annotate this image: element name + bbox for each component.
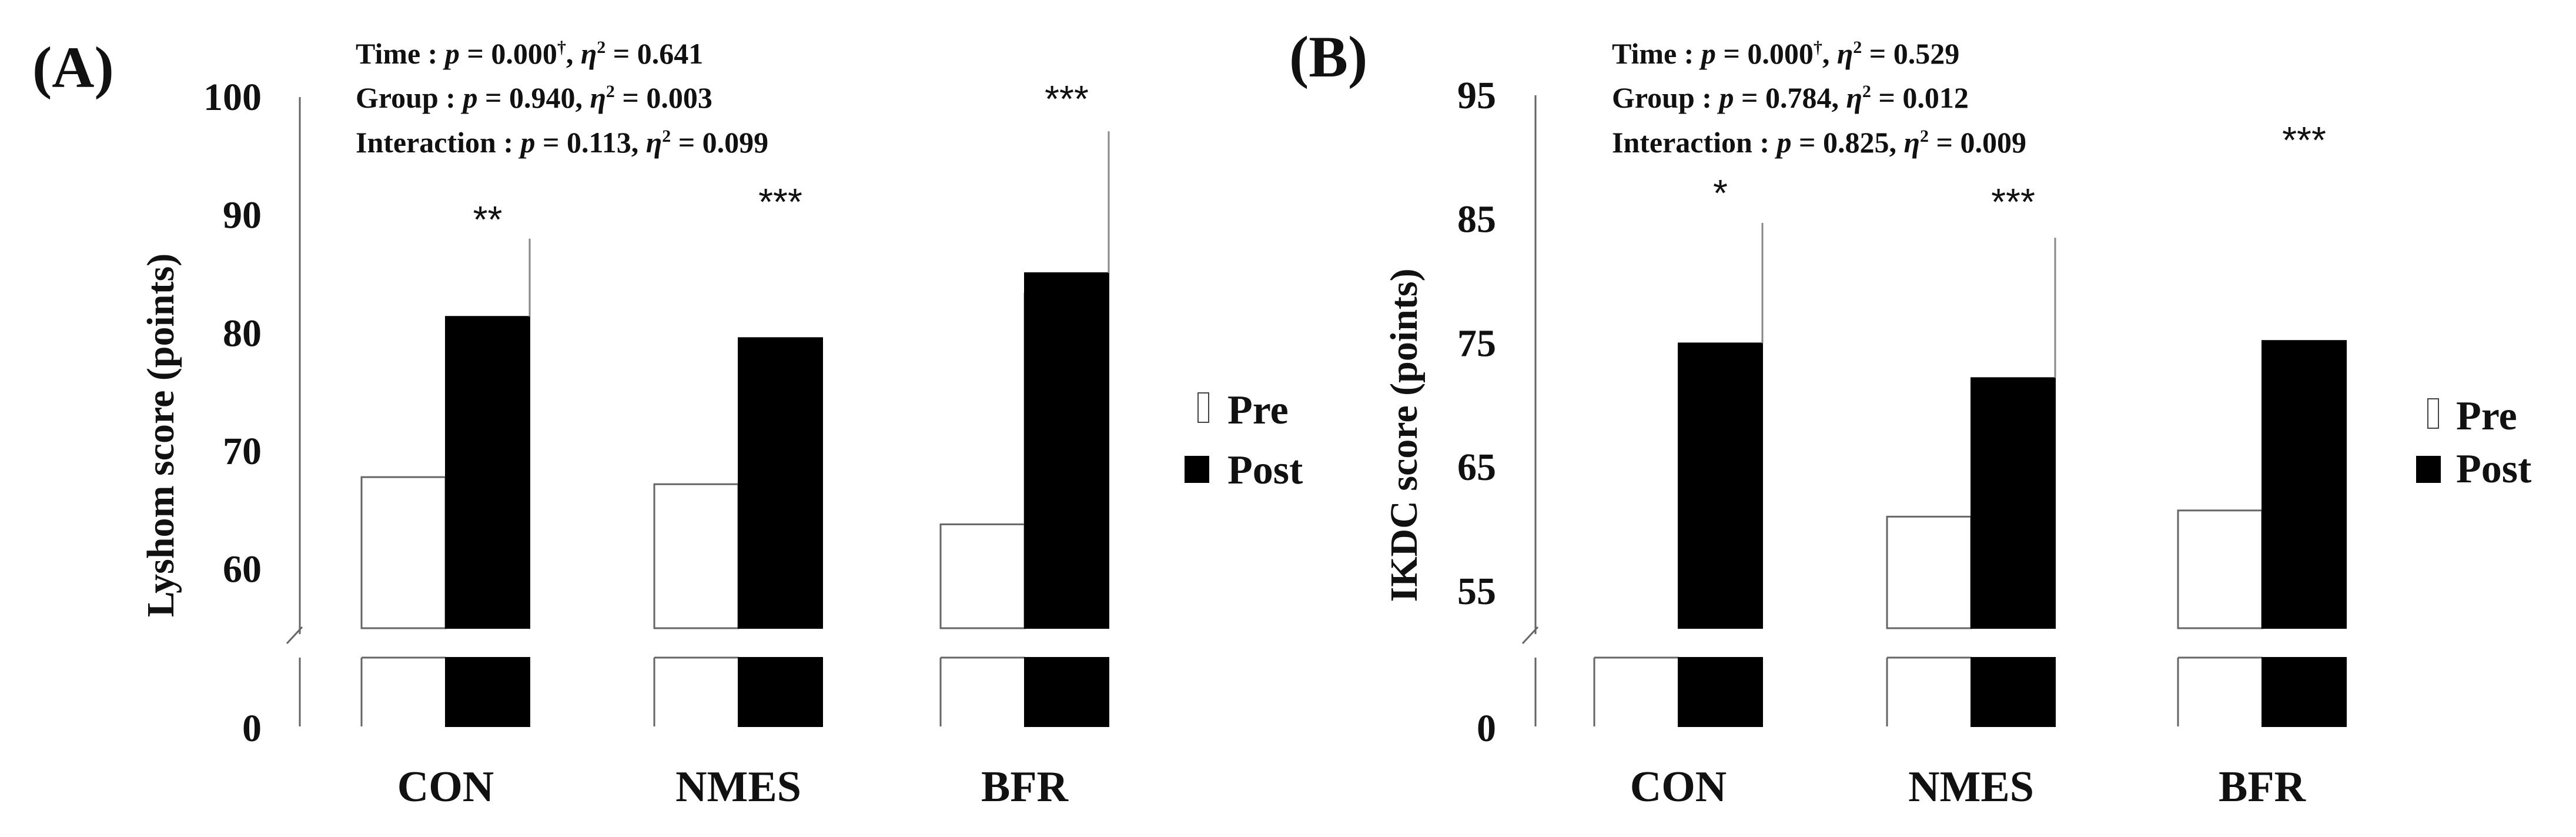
- panel-a: (A) Time : p = 0.000†, η2 = 0.641 Group …: [32, 26, 1303, 811]
- legend-pre-label: Pre: [1227, 388, 1289, 433]
- panel-a-categories: CON NMES BFR: [397, 763, 1069, 811]
- significance-mark: *: [1713, 172, 1728, 214]
- y-tick-label: 75: [1457, 322, 1496, 365]
- panel-a-stat-group: Group : p = 0.940, η2 = 0.003: [356, 71, 712, 114]
- bar-pre: [360, 476, 447, 629]
- legend-post-label: Post: [1227, 448, 1303, 493]
- y-tick-label: 95: [1457, 74, 1496, 117]
- panel-b: (B) Time : p = 0.000†, η2 = 0.529 Group …: [1289, 24, 2531, 811]
- panel-a-legend: Pre Post: [1185, 388, 1303, 493]
- bar-post-lower: [1678, 657, 1763, 727]
- bar-pre: [2177, 509, 2263, 629]
- y-tick-label: 0: [1477, 707, 1496, 750]
- bar-post-lower: [1024, 657, 1109, 727]
- legend-pre-swatch: [1197, 392, 1209, 423]
- bar-post: [1024, 272, 1109, 629]
- legend-post-swatch: [2416, 456, 2441, 483]
- panel-b-stat-interaction: Interaction : p = 0.825, η2 = 0.009: [1612, 115, 2026, 159]
- y-tick-label: 90: [223, 194, 262, 237]
- significance-mark: ***: [1991, 181, 2035, 223]
- category-label: CON: [1630, 763, 1727, 811]
- bar-post: [1678, 342, 1763, 629]
- panel-a-label: (A): [32, 35, 114, 100]
- category-label: BFR: [981, 763, 1069, 811]
- panel-b-stat-time: Time : p = 0.000†, η2 = 0.529: [1612, 26, 1959, 70]
- panel-b-y-ticks: 0 55 65 75 85 95: [1457, 74, 1539, 750]
- panel-b-label: (B): [1289, 24, 1367, 89]
- legend-post-label: Post: [2456, 446, 2531, 492]
- y-tick-label: 100: [203, 76, 262, 119]
- bar-pre: [939, 523, 1026, 629]
- bar-pre: [1886, 515, 1972, 629]
- panel-a-stat-interaction: Interaction : p = 0.113, η2 = 0.099: [356, 115, 768, 159]
- bar-post-lower: [1971, 657, 2056, 727]
- bar-post-lower: [445, 657, 530, 727]
- significance-mark: ***: [2282, 119, 2326, 161]
- panel-a-bars: [360, 131, 1110, 727]
- panel-b-significance: * ******: [1713, 119, 2326, 223]
- significance-mark: ***: [758, 181, 802, 223]
- legend-pre-swatch: [2427, 398, 2439, 429]
- panel-a-y-ticks: 0 60 70 80 90 100: [203, 76, 303, 750]
- bar-post: [2261, 340, 2347, 629]
- category-label: BFR: [2219, 763, 2307, 811]
- significance-mark: ***: [1045, 78, 1089, 120]
- category-label: CON: [397, 763, 494, 811]
- legend-pre-label: Pre: [2456, 394, 2517, 439]
- y-tick-label: 70: [223, 430, 262, 473]
- bar-post: [738, 337, 823, 629]
- category-label: NMES: [675, 763, 801, 811]
- y-tick-label: 60: [223, 548, 262, 591]
- axis-break-mark: [286, 626, 303, 645]
- panel-a-stat-time: Time : p = 0.000†, η2 = 0.641: [356, 26, 703, 70]
- panel-a-significance: ** ******: [473, 78, 1089, 241]
- panel-b-bars: [1593, 223, 2347, 727]
- bar-post: [1971, 377, 2056, 629]
- legend-post-swatch: [1185, 456, 1209, 483]
- panel-a-y-axis-label: Lyshom score (points): [139, 254, 182, 618]
- y-tick-label: 85: [1457, 198, 1496, 241]
- significance-mark: **: [473, 198, 503, 241]
- panel-b-categories: CON NMES BFR: [1630, 763, 2307, 811]
- y-tick-label: 80: [223, 312, 262, 355]
- panel-b-legend: Pre Post: [2416, 394, 2531, 492]
- y-tick-label: 0: [242, 707, 262, 750]
- bar-post-lower: [738, 657, 823, 727]
- panel-b-stat-group: Group : p = 0.784, η2 = 0.012: [1612, 71, 1969, 114]
- category-label: NMES: [1908, 763, 2034, 811]
- bar-post-lower: [2261, 657, 2347, 727]
- bar-pre: [653, 483, 740, 629]
- axis-break-mark: [1521, 626, 1539, 645]
- panel-b-y-axis-label: IKDC score (points): [1383, 268, 1426, 602]
- y-tick-label: 55: [1457, 570, 1496, 613]
- y-tick-label: 65: [1457, 446, 1496, 489]
- bar-post: [445, 316, 530, 629]
